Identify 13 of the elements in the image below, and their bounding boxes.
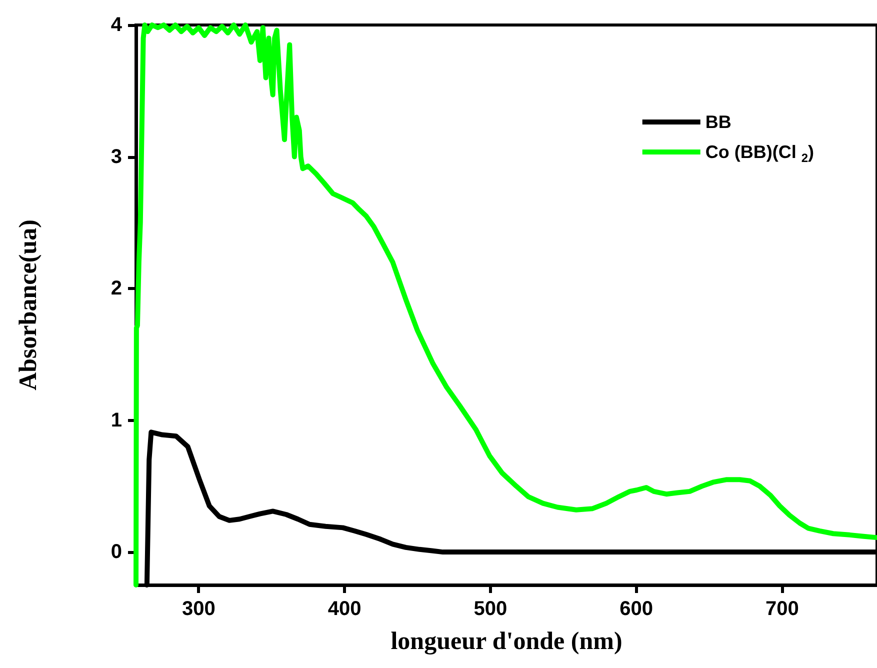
x-tick-label: 300 — [182, 598, 216, 620]
x-tick-label: 400 — [328, 598, 362, 620]
y-tick-label: 2 — [110, 278, 122, 300]
y-tick-label: 1 — [110, 409, 122, 432]
y-tick-label: 0 — [110, 541, 122, 564]
y-tick-label: 3 — [110, 146, 122, 168]
y-axis-title: Absorbance(ua) — [15, 220, 42, 390]
x-axis-title: longueur d'onde (nm) — [390, 628, 622, 655]
x-tick-label: 700 — [766, 598, 799, 620]
legend-label: BB — [705, 112, 732, 132]
x-tick-label: 600 — [620, 598, 654, 620]
y-tick-label: 4 — [110, 14, 123, 36]
x-tick-label: 500 — [474, 598, 508, 620]
